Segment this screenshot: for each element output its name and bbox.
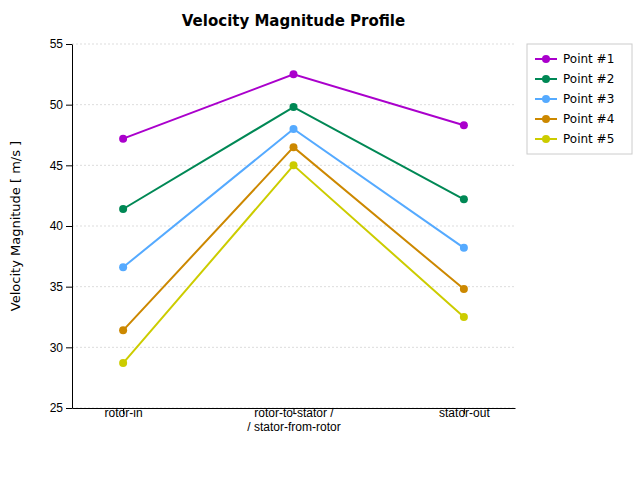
legend-marker: [542, 115, 550, 123]
y-tick: 40: [50, 219, 72, 233]
series-marker: [119, 263, 127, 271]
grid-line: [72, 347, 515, 348]
series-group: [119, 70, 468, 367]
series-marker: [290, 161, 298, 169]
legend-marker: [542, 75, 550, 83]
legend-item: Point #4: [535, 112, 614, 126]
y-tick-label: 50: [50, 98, 64, 112]
legend-label: Point #3: [563, 92, 614, 106]
grid-line: [72, 44, 515, 45]
y-tick: 45: [50, 159, 72, 173]
series-line: [123, 74, 464, 138]
series-line: [123, 165, 464, 363]
legend-label: Point #4: [563, 112, 614, 126]
y-tick-mark: [66, 287, 72, 288]
y-tick: 55: [50, 37, 72, 51]
y-axis: 25 30 35 40 45 50 55: [50, 37, 73, 415]
legend-item: Point #3: [535, 92, 614, 106]
y-axis-title: Velocity Magnitude [ m/s ]: [8, 141, 23, 311]
series-marker: [460, 244, 468, 252]
x-tick: stator-out: [439, 406, 490, 420]
y-tick-label: 35: [50, 280, 64, 294]
legend: Point #1 Point #2 Point #3 Point #4 Point #5: [527, 44, 632, 154]
x-tick-label-line: rotor-in: [105, 406, 143, 420]
grid-line: [72, 226, 515, 227]
y-tick-label: 45: [50, 159, 64, 173]
series-marker: [119, 326, 127, 334]
legend-marker: [542, 135, 550, 143]
legend-label: Point #5: [563, 132, 614, 146]
series-marker: [290, 70, 298, 78]
x-tick-label-line: rotor-to-stator /: [254, 406, 334, 420]
y-tick: 30: [50, 341, 72, 355]
y-tick-label: 40: [50, 219, 64, 233]
title: Velocity Magnitude Profile: [182, 12, 405, 30]
legend-label: Point #2: [563, 72, 614, 86]
x-tick: rotor-in: [105, 406, 143, 420]
legend-frame: [527, 44, 632, 154]
x-tick-label: rotor-to-stator // stator-from-rotor: [247, 406, 340, 434]
series-marker: [119, 205, 127, 213]
series-line: [123, 107, 464, 209]
series-marker: [460, 121, 468, 129]
legend-item: Point #2: [535, 72, 614, 86]
legend-item: Point #1: [535, 52, 614, 66]
legend-item: Point #5: [535, 132, 614, 146]
x-tick-label: rotor-in: [105, 406, 143, 420]
x-tick: rotor-to-stator // stator-from-rotor: [247, 406, 340, 434]
x-axis: rotor-in rotor-to-stator // stator-from-r…: [73, 406, 516, 434]
x-tick-label-line: / stator-from-rotor: [247, 420, 340, 434]
y-tick-mark: [66, 226, 72, 227]
y-axis-line: [72, 45, 73, 409]
y-tick-mark: [66, 44, 72, 45]
y-tick: 25: [50, 401, 72, 415]
legend-label: Point #1: [563, 52, 614, 66]
y-tick-mark: [66, 408, 72, 409]
grid-line: [72, 286, 515, 287]
y-tick-mark: [66, 347, 72, 348]
plot: 25 30 35 40 45 50 55 rotor-in rotor-to-stator //…: [50, 37, 516, 434]
grid: [72, 44, 515, 408]
legend-marker: [542, 95, 550, 103]
series-marker: [290, 103, 298, 111]
legend-marker: [542, 55, 550, 63]
series-marker: [290, 143, 298, 151]
y-tick: 50: [50, 98, 72, 112]
y-tick-label: 25: [50, 401, 64, 415]
chart: 25 30 35 40 45 50 55 rotor-in rotor-to-stator //…: [0, 0, 640, 480]
series-marker: [460, 195, 468, 203]
series-marker: [119, 359, 127, 367]
series-marker: [119, 135, 127, 143]
series-marker: [460, 285, 468, 293]
y-tick-label: 55: [50, 37, 64, 51]
x-tick-label: stator-out: [439, 406, 490, 420]
y-tick-mark: [66, 105, 72, 106]
y-tick: 35: [50, 280, 72, 294]
y-tick-mark: [66, 165, 72, 166]
x-tick-label-line: stator-out: [439, 406, 490, 420]
series-marker: [290, 125, 298, 133]
y-tick-label: 30: [50, 341, 64, 355]
series-marker: [460, 313, 468, 321]
